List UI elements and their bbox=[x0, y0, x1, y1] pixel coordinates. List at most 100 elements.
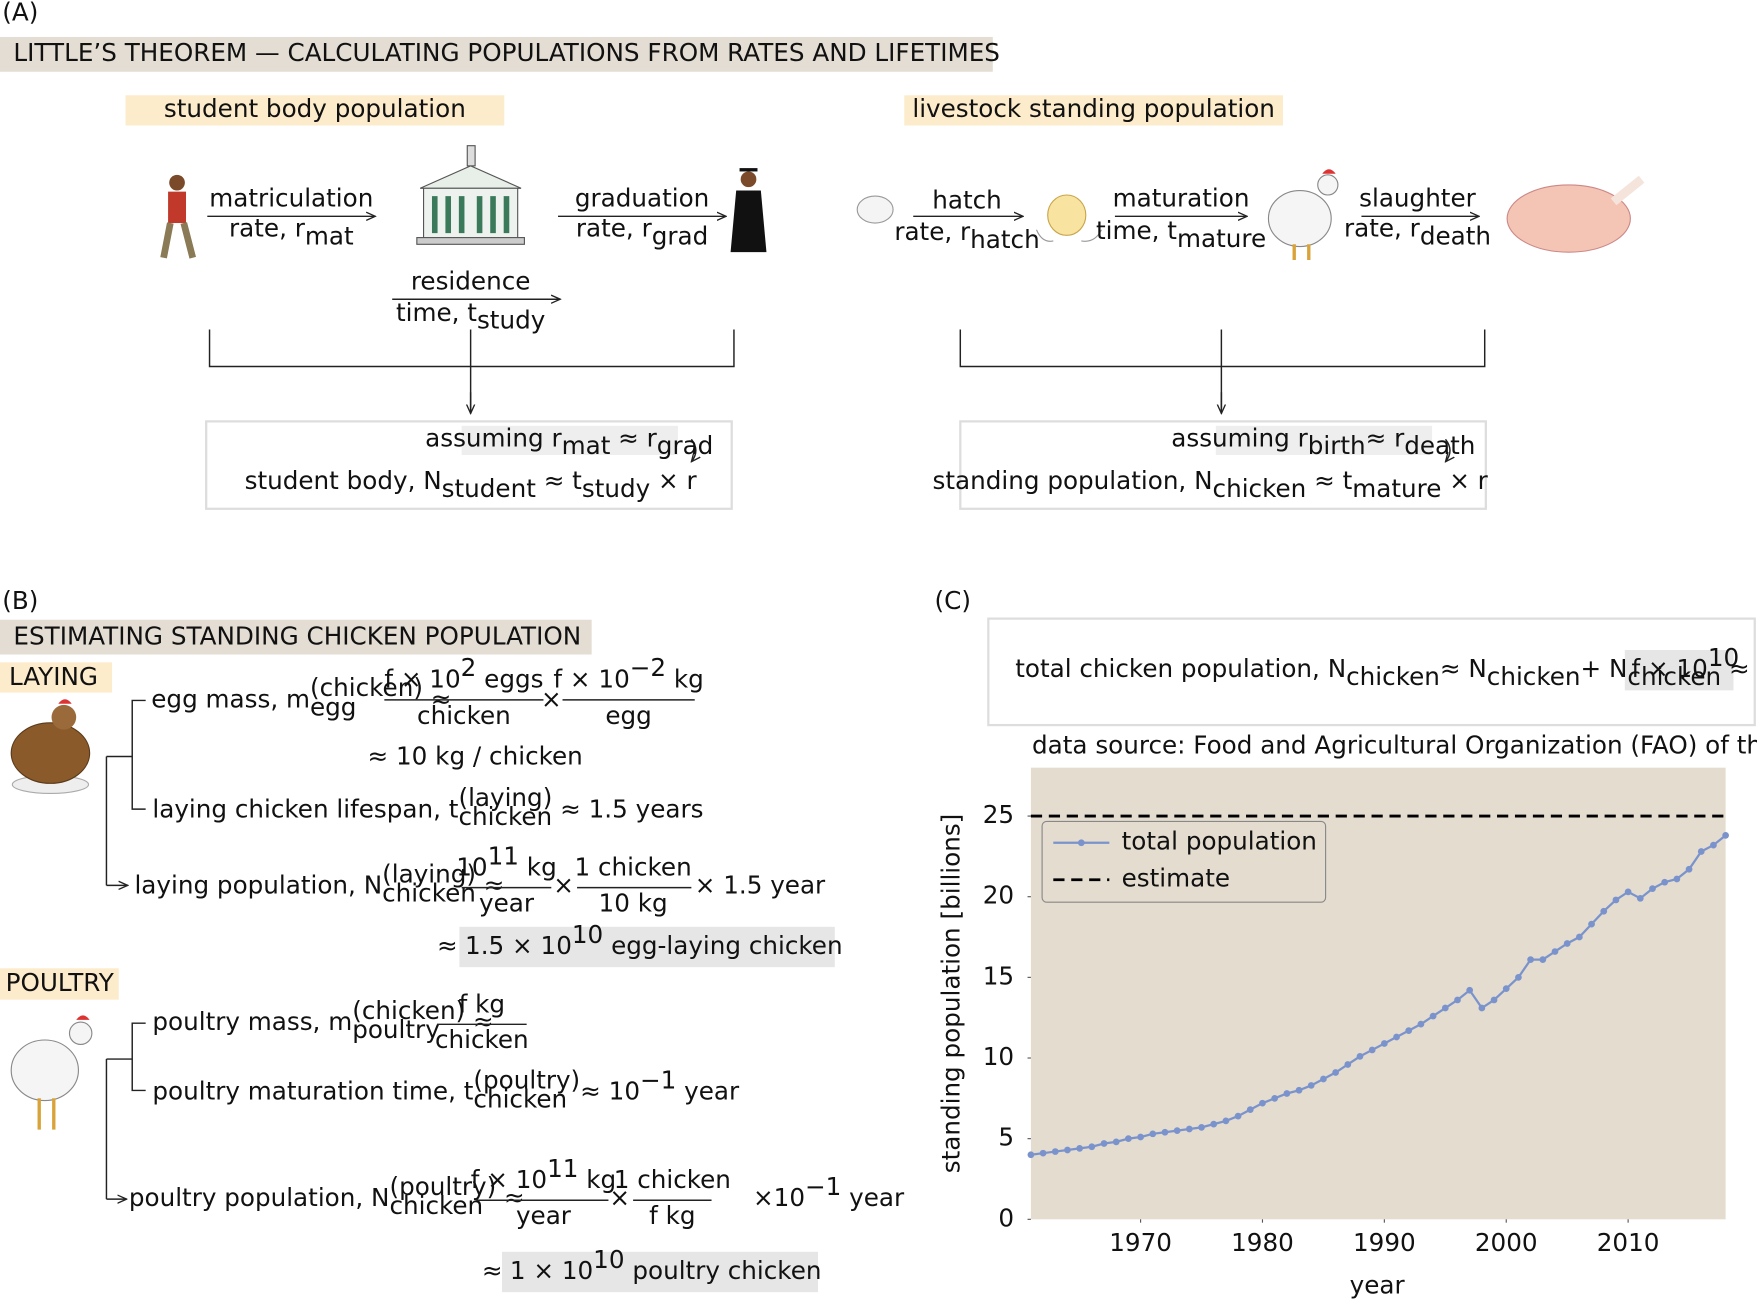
text: chicken bbox=[1346, 662, 1440, 691]
x-tick-label: 1980 bbox=[1231, 1228, 1294, 1257]
text: LITTLE’S THEOREM — CALCULATING POPULATIO… bbox=[13, 38, 1000, 67]
arrows bbox=[105, 216, 1486, 1199]
title-box bbox=[0, 619, 592, 655]
text: (C) bbox=[935, 586, 971, 615]
data-point bbox=[1612, 896, 1620, 904]
text-line: egg mass, m (chicken)egg ≈ bbox=[151, 673, 451, 721]
text: chicken bbox=[473, 1085, 567, 1114]
text: year bbox=[841, 1183, 905, 1212]
data-point bbox=[1198, 1124, 1205, 1131]
y-tick-label: 15 bbox=[983, 961, 1014, 990]
data-point bbox=[1271, 1094, 1279, 1102]
data-point bbox=[1393, 1033, 1400, 1041]
text: egg mass, m bbox=[151, 684, 310, 713]
data-point bbox=[1551, 948, 1559, 955]
data-point bbox=[1600, 907, 1608, 915]
x-tick-label: 1970 bbox=[1109, 1228, 1172, 1257]
data-point bbox=[1454, 996, 1461, 1004]
text: ≈ r bbox=[610, 423, 657, 452]
text: hatch bbox=[932, 186, 1002, 215]
data-point bbox=[1624, 888, 1632, 896]
text: eggs bbox=[476, 664, 543, 693]
text: 10 bbox=[572, 920, 603, 949]
data-point bbox=[1380, 1040, 1388, 1047]
text: (A) bbox=[2, 0, 38, 26]
text: 10 kg bbox=[599, 888, 668, 917]
text: egg bbox=[310, 692, 356, 721]
text: 1.5 × 10 bbox=[465, 931, 572, 960]
data-point bbox=[1405, 1027, 1413, 1034]
data-point bbox=[1210, 1120, 1218, 1128]
text: ≈ 1.5 years bbox=[552, 794, 703, 823]
text: rate, r bbox=[229, 214, 306, 243]
text-line: 1 × 10 10 poultry chicken bbox=[510, 1245, 822, 1285]
data-point bbox=[1173, 1127, 1181, 1134]
legend-label: estimate bbox=[1122, 864, 1230, 893]
result-box bbox=[459, 926, 835, 968]
text-line: rate, r mat bbox=[229, 214, 354, 251]
text: data source: Food and Agricultural Organ… bbox=[1032, 730, 1757, 759]
text: death bbox=[1404, 431, 1475, 460]
text-line: f × 10 10 bbox=[1632, 643, 1740, 683]
text: ≈ 10 kg / chicken bbox=[368, 742, 583, 771]
text: poultry population, N bbox=[129, 1183, 390, 1212]
data-point bbox=[1295, 1086, 1303, 1094]
text: grad bbox=[657, 431, 714, 460]
text: ESTIMATING STANDING CHICKEN POPULATION bbox=[13, 622, 581, 651]
result-box bbox=[502, 1251, 818, 1293]
text: 1 × 10 bbox=[510, 1256, 593, 1285]
text: study bbox=[582, 474, 650, 503]
data-point bbox=[1429, 1012, 1437, 1020]
data-point bbox=[1259, 1099, 1266, 1107]
data-point bbox=[1125, 1135, 1132, 1143]
text: slaughter bbox=[1359, 183, 1476, 212]
text: rate, r bbox=[894, 217, 971, 246]
text: 10 bbox=[456, 853, 487, 882]
text-line: laying population, N (laying)chicken ≈ bbox=[134, 859, 504, 907]
text-line: time, t study bbox=[396, 298, 545, 335]
data-point bbox=[1222, 1117, 1230, 1125]
data-point bbox=[1527, 956, 1534, 963]
text: maturation bbox=[1113, 183, 1250, 212]
heading-box bbox=[125, 95, 505, 126]
data-point bbox=[1356, 1053, 1364, 1060]
text: student bbox=[442, 474, 537, 503]
text: (poultry) bbox=[389, 1172, 496, 1201]
text: (laying) bbox=[458, 783, 552, 812]
text: × bbox=[553, 870, 574, 899]
text: assuming r bbox=[425, 423, 562, 452]
data-point bbox=[1039, 1149, 1047, 1157]
data-point bbox=[1344, 1061, 1352, 1068]
text: chicken bbox=[1487, 662, 1581, 691]
data-point bbox=[1283, 1090, 1291, 1097]
text: livestock standing population bbox=[912, 94, 1275, 123]
data-point bbox=[1027, 1151, 1035, 1159]
text: 10 bbox=[1708, 643, 1739, 672]
text: (B) bbox=[2, 586, 38, 615]
text-line: poultry mass, m (chicken)poultry ≈ bbox=[152, 996, 493, 1044]
text: mat bbox=[305, 222, 354, 251]
text: ≈ t bbox=[1306, 466, 1352, 495]
heading-box bbox=[0, 968, 119, 1000]
data-point bbox=[1588, 920, 1595, 928]
text: chicken bbox=[435, 1025, 529, 1054]
text-line: rate, r death bbox=[1344, 214, 1491, 251]
text: student body population bbox=[164, 94, 466, 123]
text: egg bbox=[605, 701, 651, 730]
text: LAYING bbox=[9, 662, 98, 691]
data-point bbox=[1161, 1128, 1169, 1136]
text: poultry bbox=[352, 1015, 440, 1044]
text: −1 bbox=[805, 1172, 841, 1201]
text-line: 10 11 kg bbox=[456, 841, 556, 881]
text: poultry chicken bbox=[625, 1256, 822, 1285]
text: (laying) bbox=[382, 859, 476, 888]
data-point bbox=[1368, 1046, 1376, 1054]
y-tick-label: 0 bbox=[998, 1203, 1014, 1232]
text: ≈ bbox=[423, 684, 451, 713]
text: mature bbox=[1352, 474, 1441, 503]
data-point bbox=[1649, 885, 1656, 893]
data-point bbox=[1490, 996, 1498, 1004]
data-point bbox=[1137, 1133, 1144, 1141]
data-point bbox=[1576, 933, 1583, 941]
text: study bbox=[477, 306, 545, 335]
